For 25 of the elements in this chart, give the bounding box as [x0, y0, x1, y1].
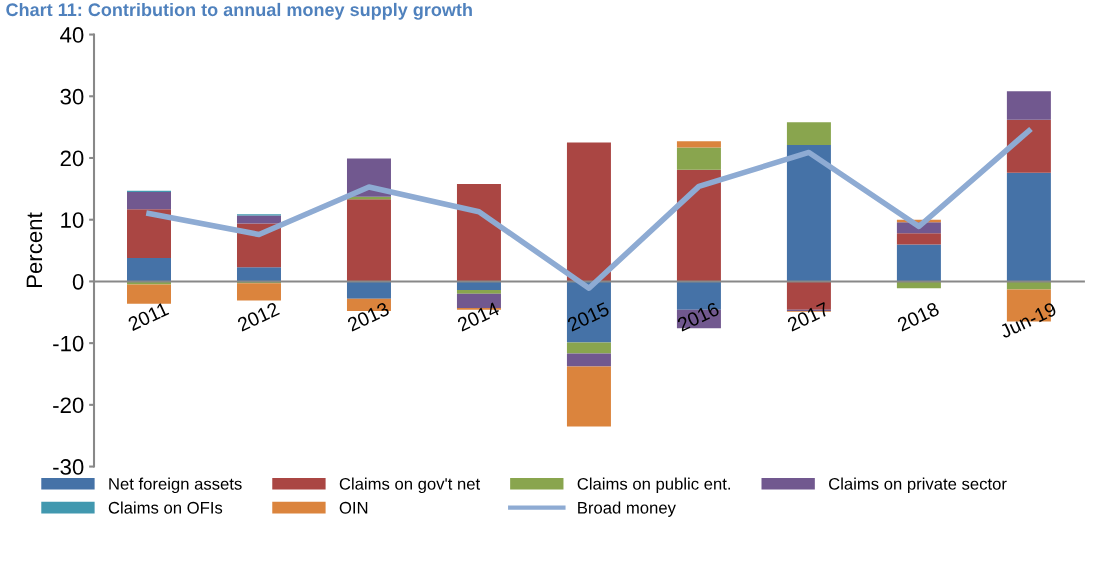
y-tick-label: 20: [60, 150, 84, 167]
y-tick-label: 10: [61, 212, 84, 228]
x-tick-label: 2017: [786, 301, 830, 332]
legend-label: Broad money: [578, 501, 676, 517]
x-tick-label: 2012: [236, 301, 280, 332]
y-tick-label: -30: [53, 459, 84, 475]
y-tick-label: -20: [53, 397, 84, 414]
x-tick-label: 2011: [127, 301, 170, 332]
y-tick-label: 0: [72, 273, 84, 290]
x-tick-label: 2018: [896, 301, 940, 332]
legend-label: Claims on private sector: [829, 477, 1007, 494]
legend-label: Claims on public ent.: [577, 477, 730, 494]
y-tick-label: 40: [60, 27, 84, 43]
y-tick-label: 30: [60, 88, 84, 105]
y-axis-title: Percent: [26, 212, 43, 288]
legend-label: Claims on gov't net: [339, 477, 481, 494]
legend-label: Claims on OFIs: [108, 501, 223, 514]
legend-label: OIN: [339, 501, 368, 514]
x-tick-label: 2015: [566, 301, 611, 332]
chart-title: Chart 11: Contribution to annual money supply growth: [6, 2, 472, 20]
x-tick-label: 2016: [676, 301, 720, 332]
legend-label: Net foreign assets: [109, 477, 242, 494]
x-tick-label: 2014: [456, 301, 501, 332]
y-tick-label: -10: [53, 335, 84, 352]
x-tick-label: 2013: [346, 301, 391, 332]
